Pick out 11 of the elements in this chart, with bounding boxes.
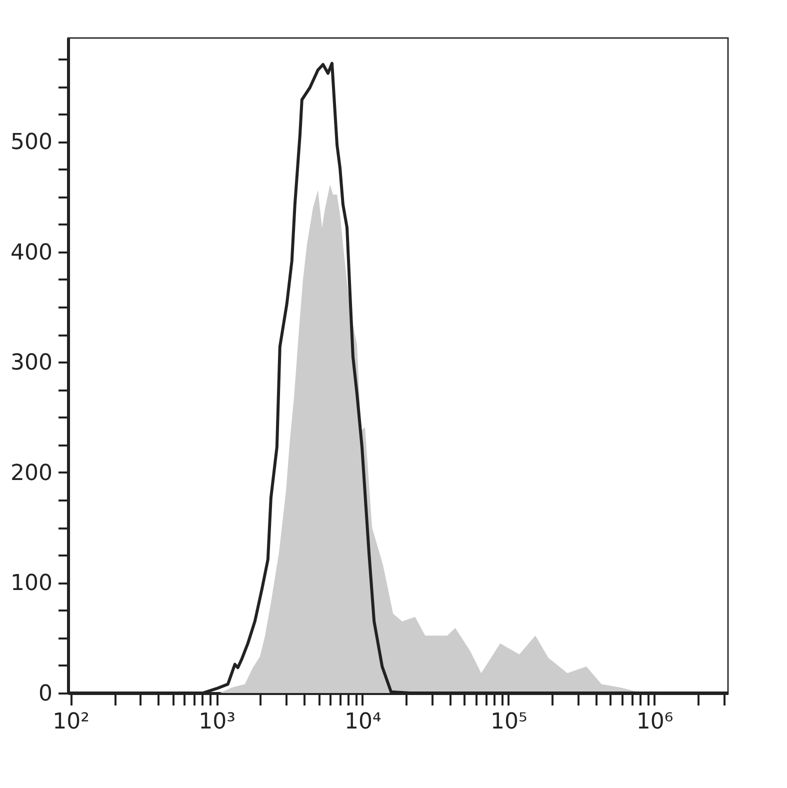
y-tick-label: 0 [38,682,52,706]
x-tick-label: 10³ [198,710,236,734]
y-tick-label: 500 [10,130,52,156]
y-tick-label: 300 [10,350,52,376]
y-tick-label: 200 [10,460,52,486]
x-tick-label: 10⁶ [636,710,674,734]
x-tick-label: 10² [52,710,90,734]
y-tick-label: 100 [10,571,52,596]
x-tick-label: 10⁴ [344,710,382,734]
y-tick-label: 400 [10,240,52,266]
x-tick-label: 10⁵ [490,710,528,734]
